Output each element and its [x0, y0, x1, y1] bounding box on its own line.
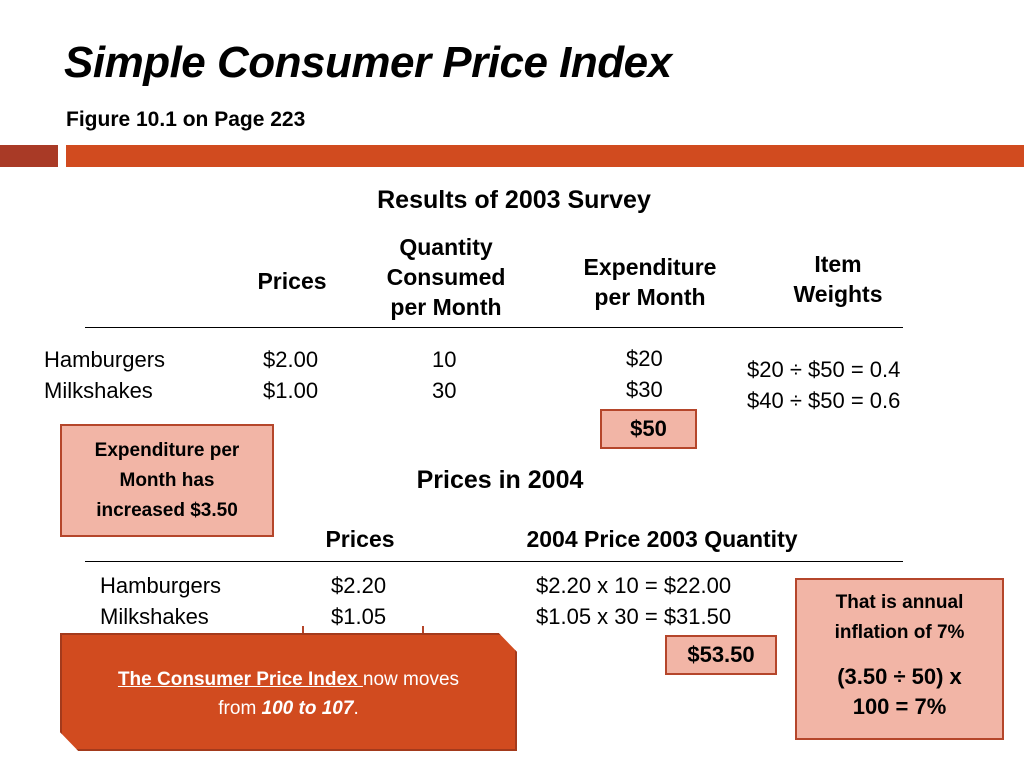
- col-header-weights: Item Weights: [793, 251, 883, 307]
- item-list-2004: Hamburgers Milkshakes: [100, 570, 221, 632]
- item-label: Hamburgers: [44, 347, 166, 372]
- calc-value: $1.05 x 30 = $31.50: [536, 604, 732, 629]
- inflation-note: That is annual inflation of 7% (3.50 ÷ 5…: [795, 578, 1004, 740]
- expenditure-list-2003: $20 $30: [626, 343, 663, 405]
- expenditure-increase-note: Expenditure per Month has increased $3.5…: [60, 424, 274, 537]
- callout-connector-left: [302, 626, 304, 636]
- weight-value: $40 ÷ $50 = 0.6: [747, 388, 901, 413]
- price-value: $1.00: [263, 378, 319, 403]
- quantity-list-2003: 10 30: [432, 344, 456, 406]
- table-rule-2003: [85, 327, 903, 328]
- accent-bar-left: [0, 145, 58, 167]
- col-header-prices: Prices: [257, 268, 327, 294]
- cpi-link[interactable]: The Consumer Price Index: [117, 669, 363, 690]
- weight-list-2003: $20 ÷ $50 = 0.4 $40 ÷ $50 = 0.6: [747, 354, 900, 416]
- prices-2004-heading: Prices in 2004: [416, 466, 584, 494]
- price-value: $1.05: [331, 604, 387, 629]
- accent-bar-right: [66, 145, 1024, 167]
- callout-connector-right: [422, 626, 424, 636]
- quantity-value: 30: [432, 378, 457, 403]
- cpi-callout: The Consumer Price Index now moves from …: [60, 633, 517, 751]
- weight-value: $20 ÷ $50 = 0.4: [747, 357, 901, 382]
- calc-value: $2.20 x 10 = $22.00: [536, 573, 732, 598]
- table-rule-2004: [85, 561, 903, 562]
- expenditure-value: $20: [626, 346, 663, 371]
- slide-subtitle: Figure 10.1 on Page 223: [66, 108, 306, 131]
- quantity-value: 10: [432, 347, 457, 372]
- item-label: Hamburgers: [100, 573, 222, 598]
- price-list-2003: $2.00 $1.00: [263, 344, 318, 406]
- price-list-2004: $2.20 $1.05: [331, 570, 386, 632]
- item-label: Milkshakes: [44, 378, 153, 403]
- col-header-quantity: Quantity Consumed per Month: [386, 234, 506, 320]
- slide-title: Simple Consumer Price Index: [64, 38, 672, 87]
- item-list-2003: Hamburgers Milkshakes: [44, 344, 165, 406]
- price-value: $2.20: [331, 573, 387, 598]
- col-header-expenditure: Expenditure per Month: [583, 254, 717, 310]
- price-value: $2.00: [263, 347, 319, 372]
- col-header-prices-2004: Prices: [325, 526, 395, 552]
- col-header-calc-2004: 2004 Price 2003 Quantity: [526, 526, 798, 552]
- survey-heading: Results of 2003 Survey: [377, 186, 651, 214]
- total-expenditure-2004: $53.50: [665, 635, 777, 675]
- item-label: Milkshakes: [100, 604, 209, 629]
- calc-list-2004: $2.20 x 10 = $22.00 $1.05 x 30 = $31.50: [536, 570, 731, 632]
- total-expenditure-2003: $50: [600, 409, 697, 449]
- expenditure-value: $30: [626, 377, 663, 402]
